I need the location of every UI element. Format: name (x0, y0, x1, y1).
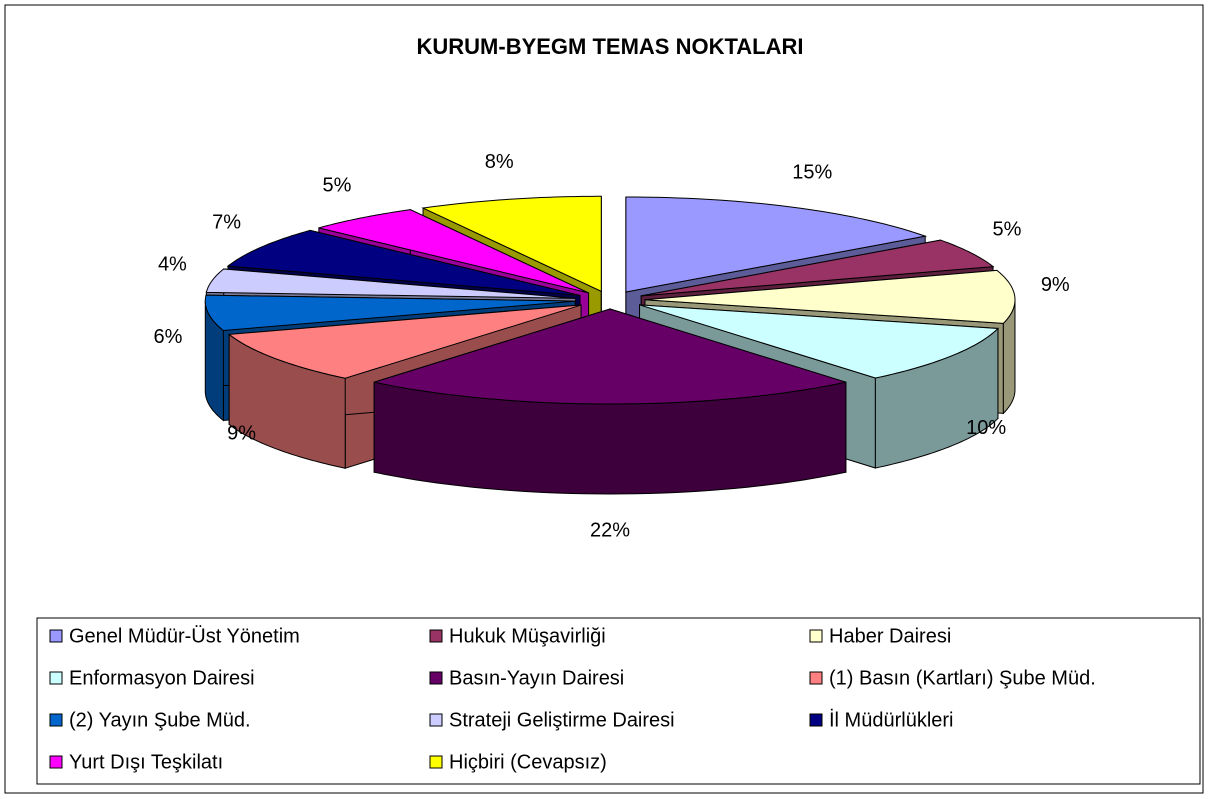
data-label: 7% (212, 211, 241, 233)
slice-top (205, 268, 576, 299)
data-label: 9% (227, 423, 256, 445)
slice-top (644, 269, 1016, 324)
data-label: 10% (966, 417, 1006, 439)
data-label: 6% (154, 326, 183, 348)
slice-top (204, 294, 576, 331)
legend-label: İl Müdürlükleri (829, 708, 953, 731)
legend-label: Enformasyon Dairesi (69, 667, 255, 689)
legend-label: Hukuk Müşavirliği (449, 625, 606, 647)
legend-box (36, 617, 1201, 785)
slice-top (227, 304, 582, 379)
data-label: 5% (992, 219, 1021, 241)
slice-top (641, 239, 995, 297)
slice-top (639, 304, 1000, 379)
chart-title: KURUM-BYEGM TEMAS NOKTALARI (416, 34, 803, 59)
data-label: 8% (485, 151, 514, 173)
legend-swatch (429, 629, 443, 643)
legend-label: Hiçbiri (Cevapsız) (449, 751, 607, 773)
data-label: 4% (158, 254, 187, 276)
slice-top (625, 196, 928, 293)
slice-top (318, 209, 589, 294)
slice-top (374, 308, 846, 405)
data-label: 5% (322, 175, 351, 197)
legend-swatch (49, 629, 63, 643)
legend-label: (2) Yayın Şube Müd. (69, 709, 251, 731)
legend-swatch (809, 671, 823, 685)
slice-top (226, 229, 580, 296)
legend-swatch (429, 755, 443, 769)
data-label: 22% (590, 520, 630, 542)
legend-swatch (429, 671, 443, 685)
legend-label: Genel Müdür-Üst Yönetim (69, 625, 300, 647)
legend-swatch (809, 629, 823, 643)
legend-label: Haber Dairesi (829, 625, 951, 647)
legend-label: Basın-Yayın Dairesi (449, 667, 624, 689)
slice-top (421, 195, 602, 293)
legend-swatch (49, 713, 63, 727)
legend-swatch (809, 713, 823, 727)
data-label: 15% (792, 161, 832, 183)
legend-label: (1) Basın (Kartları) Şube Müd. (829, 667, 1096, 689)
slice (373, 308, 847, 495)
data-label: 9% (1041, 274, 1070, 296)
legend-label: Strateji Geliştirme Dairesi (449, 709, 675, 731)
legend-label: Yurt Dışı Teşkilatı (69, 751, 223, 773)
legend-swatch (429, 713, 443, 727)
legend-swatch (49, 755, 63, 769)
legend-swatch (49, 671, 63, 685)
